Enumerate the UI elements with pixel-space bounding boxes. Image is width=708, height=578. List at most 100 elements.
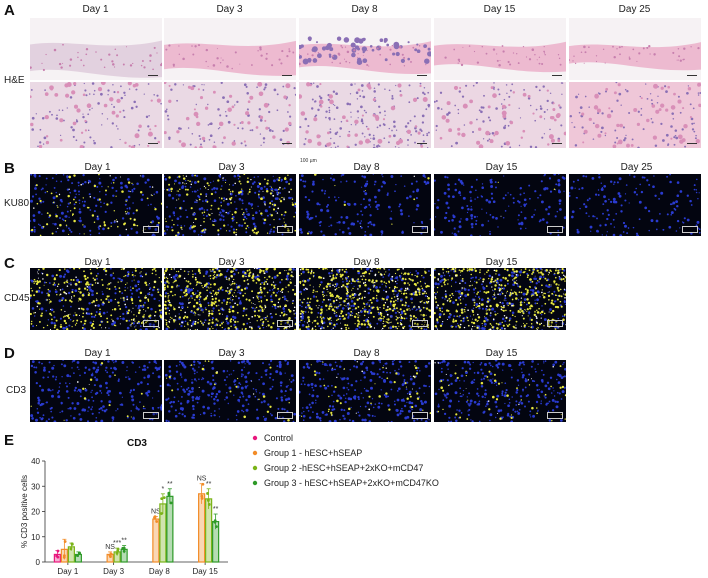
- panel-b-row-label: KU80: [4, 198, 30, 209]
- x-tick-label: Day 3: [103, 567, 124, 576]
- scale-bar: [417, 75, 427, 76]
- panel-a-day-label: Day 8: [351, 4, 378, 15]
- panel-b-day-label: Day 15: [485, 162, 518, 173]
- significance-label: **: [206, 481, 212, 488]
- panel-b-day-label: Day 1: [84, 162, 111, 173]
- y-tick-label: 20: [31, 508, 40, 517]
- legend-label: Group 3 - hESC+hSEAP+2xKO+mCD47KO: [264, 478, 439, 488]
- scale-bar: [143, 412, 159, 419]
- panel-b-day-label: Day 8: [353, 162, 380, 173]
- cd3-fluorescence-image: [30, 360, 162, 422]
- panel-a-day-label: Day 3: [216, 4, 243, 15]
- scale-bar: [143, 320, 159, 327]
- panel-a-row-label: H&E: [4, 75, 25, 86]
- cd45-fluorescence-image: [30, 268, 162, 330]
- scale-bar: [277, 412, 293, 419]
- data-point: [63, 540, 67, 543]
- data-point: [213, 519, 217, 523]
- scale-bar: [148, 75, 158, 76]
- panel-b-day-label: Day 25: [620, 162, 653, 173]
- panel-d-day-label: Day 3: [218, 348, 245, 359]
- data-point: [160, 497, 164, 501]
- panel-a-label: A: [4, 2, 15, 19]
- he-overview-image: [299, 18, 431, 80]
- he-zoom-image: [30, 82, 162, 148]
- data-point: [70, 542, 74, 546]
- data-point: [153, 516, 156, 519]
- panel-c-day-label: Day 8: [353, 257, 380, 268]
- data-point: [116, 547, 120, 551]
- scale-bar: [547, 226, 563, 233]
- data-point: [215, 525, 218, 528]
- panel-a-day-label: Day 1: [82, 4, 109, 15]
- data-point: [206, 492, 209, 495]
- panel-a-day-label: Day 15: [483, 4, 516, 15]
- bar: [152, 518, 160, 563]
- panel-d-day-label: Day 1: [84, 348, 111, 359]
- x-tick-label: Day 8: [149, 567, 170, 576]
- significance-label: NS: [105, 544, 115, 551]
- scale-bar: [148, 143, 158, 144]
- bar: [198, 493, 206, 563]
- significance-label: ***: [113, 540, 121, 547]
- scale-bar: [412, 320, 428, 327]
- scale-bar: [282, 75, 292, 76]
- data-point: [160, 512, 163, 515]
- legend-label: Group 1 - hESC+hSEAP: [264, 448, 362, 458]
- panel-b-label: B: [4, 160, 15, 177]
- y-axis-label: % CD3 positive cells: [20, 475, 29, 548]
- legend-label: Group 2 -hESC+hSEAP+2xKO+mCD47: [264, 463, 423, 473]
- ku80-fluorescence-image: [164, 174, 296, 236]
- scale-bar: [412, 412, 428, 419]
- data-point: [69, 547, 73, 551]
- he-zoom-image: [569, 82, 701, 148]
- data-point: [155, 520, 159, 523]
- data-point: [75, 554, 79, 558]
- data-point: [121, 546, 125, 550]
- panel-a-day-label: Day 25: [618, 4, 651, 15]
- scale-bar: [277, 226, 293, 233]
- y-tick-label: 40: [31, 457, 40, 466]
- data-point: [201, 482, 205, 486]
- cd45-fluorescence-image: [164, 268, 296, 330]
- legend-marker: [252, 435, 258, 441]
- panel-e-label: E: [4, 432, 15, 449]
- cd3-fluorescence-image: [434, 360, 566, 422]
- data-point: [200, 494, 204, 498]
- cd3-fluorescence-image: [299, 360, 431, 422]
- data-point: [200, 496, 204, 500]
- data-point: [169, 501, 173, 505]
- x-tick-label: Day 15: [192, 567, 218, 576]
- panel-c-day-label: Day 3: [218, 257, 245, 268]
- he-overview-image: [30, 18, 162, 80]
- data-point: [78, 551, 81, 555]
- data-point: [55, 554, 59, 558]
- panel-d-day-label: Day 15: [485, 348, 518, 359]
- x-tick-label: Day 1: [57, 567, 78, 576]
- data-point: [115, 552, 119, 555]
- significance-label: **: [121, 538, 127, 545]
- scale-bar: [143, 226, 159, 233]
- panel-b-day-label: Day 3: [218, 162, 245, 173]
- he-overview-image: [569, 18, 701, 80]
- data-point: [162, 496, 166, 500]
- data-point: [207, 503, 211, 506]
- significance-label: NS: [151, 509, 161, 516]
- significance-label: **: [167, 481, 173, 488]
- y-tick-label: 30: [31, 482, 40, 491]
- chart-title: CD3: [127, 438, 147, 449]
- significance-label: *: [162, 486, 165, 493]
- significance-label: **: [213, 506, 219, 513]
- scale-bar: [552, 75, 562, 76]
- data-point: [206, 499, 210, 502]
- he-overview-image: [164, 18, 296, 80]
- ku80-fluorescence-image: [434, 174, 566, 236]
- cd3-fluorescence-image: [164, 360, 296, 422]
- data-point: [167, 491, 171, 495]
- panel-d-label: D: [4, 345, 15, 362]
- legend-label: Control: [264, 433, 293, 443]
- panel-d-row-label: CD3: [6, 385, 27, 396]
- panel-d-day-label: Day 8: [353, 348, 380, 359]
- ku80-fluorescence-image: [30, 174, 162, 236]
- legend-marker: [252, 450, 258, 456]
